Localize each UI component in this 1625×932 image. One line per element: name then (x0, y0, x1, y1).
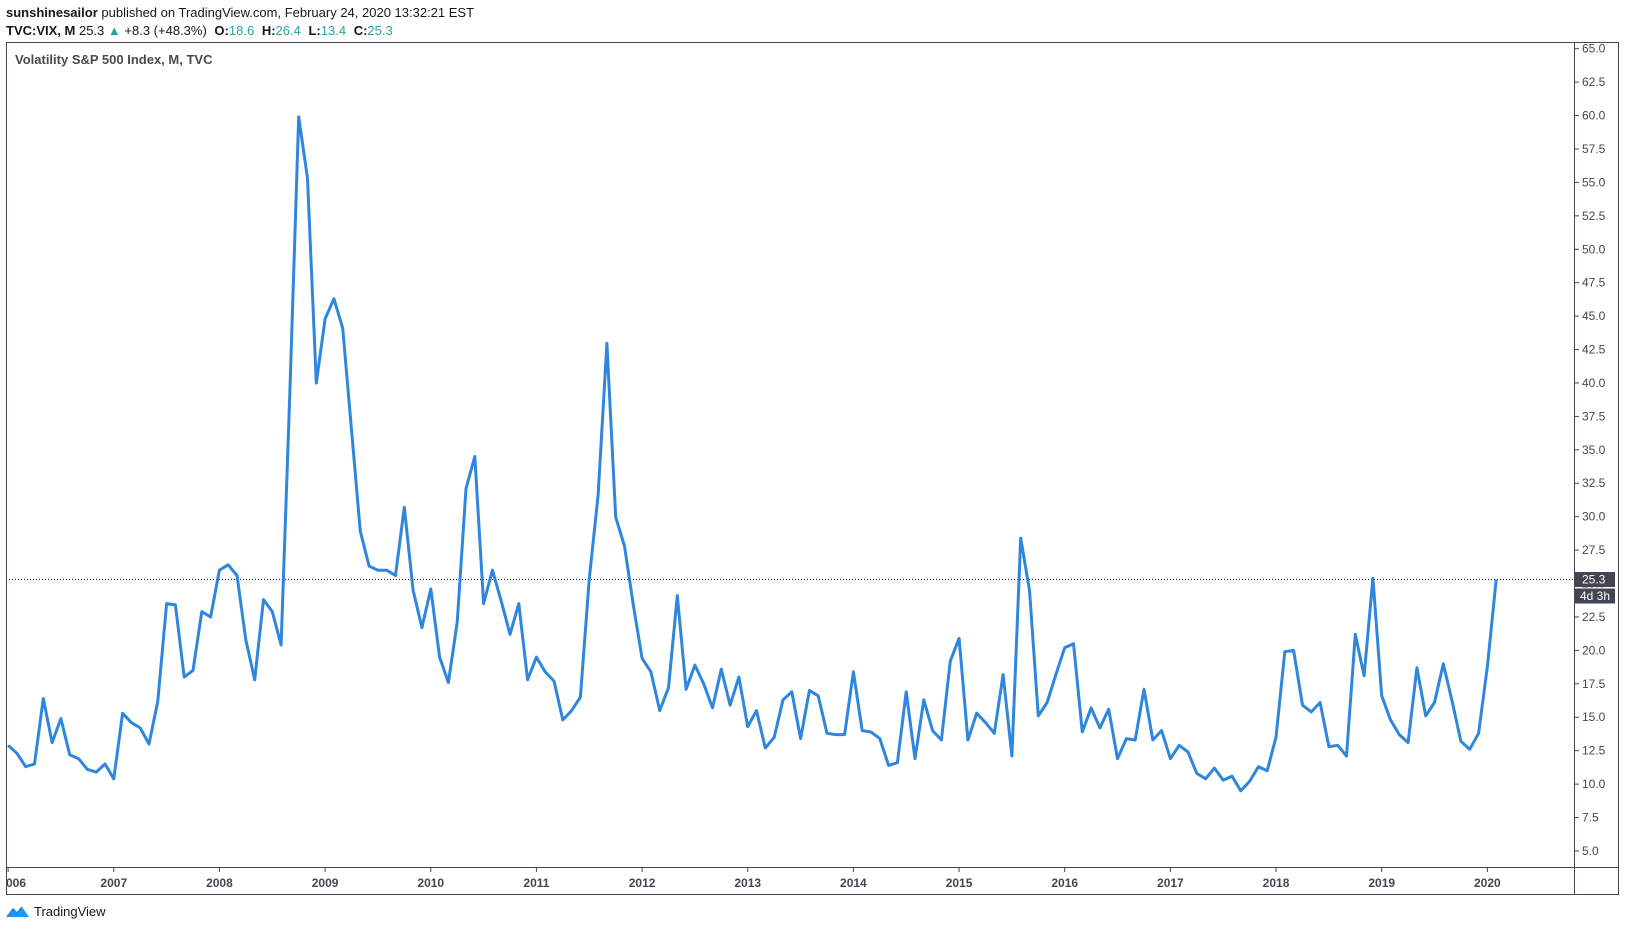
x-tick-label: 2014 (840, 876, 867, 890)
y-tick-label: 27.5 (1582, 543, 1606, 557)
publish-info: published on TradingView.com, February 2… (101, 5, 475, 20)
ohlc-line: TVC:VIX, M 25.3 ▲ +8.3 (+48.3%) O:18.6 H… (6, 22, 474, 40)
y-tick-label: 42.5 (1582, 343, 1606, 357)
x-tick-label: 2007 (100, 876, 127, 890)
y-tick-label: 60.0 (1582, 109, 1606, 123)
open-label: O: (214, 23, 229, 38)
y-tick-label: 30.0 (1582, 510, 1606, 524)
vix-series-line (7, 115, 1498, 793)
x-tick-label: 2008 (206, 876, 233, 890)
tradingview-logo-icon (6, 906, 29, 917)
last-price-tag-bg (1575, 572, 1615, 588)
close-value: 25.3 (367, 23, 393, 38)
y-tick-label: 40.0 (1582, 376, 1606, 390)
y-tick-label: 47.5 (1582, 276, 1606, 290)
y-tick-label: 10.0 (1582, 777, 1606, 791)
y-tick-label: 32.5 (1582, 476, 1606, 490)
countdown-tag-bg (1575, 588, 1615, 604)
last-price-tag-label: 25.3 (1582, 573, 1606, 587)
x-tick-label: 2013 (734, 876, 761, 890)
x-tick-label: 2010 (417, 876, 444, 890)
close-label: C: (353, 23, 368, 38)
high-label: H: (261, 23, 276, 38)
y-tick-label: 7.5 (1582, 811, 1599, 825)
chart-title: Volatility S&P 500 Index, M, TVC (15, 52, 213, 67)
chart-frame (6, 42, 1619, 895)
change-arrow-icon: ▲ (107, 23, 121, 38)
tradingview-brand[interactable]: TradingView (6, 904, 106, 919)
last-price-tag: 25.3 4d 3h (1575, 572, 1615, 604)
x-tick-label: 2018 (1263, 876, 1290, 890)
y-tick-label: 22.5 (1582, 610, 1606, 624)
y-tick-label: 55.0 (1582, 175, 1606, 189)
x-tick-label: 2009 (312, 876, 339, 890)
y-tick-label: 15.0 (1582, 710, 1606, 724)
y-tick-label: 65.0 (1582, 42, 1606, 56)
high-value: 26.4 (275, 23, 301, 38)
price-axis[interactable]: 5.07.510.012.515.017.520.022.525.027.530… (1574, 42, 1606, 858)
y-tick-label: 45.0 (1582, 309, 1606, 323)
price-change: +8.3 (+48.3%) (124, 23, 207, 38)
symbol-label[interactable]: TVC:VIX, M (6, 23, 76, 38)
open-value: 18.6 (228, 23, 255, 38)
x-tick-label: 2012 (629, 876, 656, 890)
brand-name: TradingView (34, 904, 106, 919)
countdown-tag-label: 4d 3h (1580, 589, 1610, 603)
x-tick-label: 2020 (1474, 876, 1501, 890)
low-value: 13.4 (320, 23, 347, 38)
time-axis[interactable]: 006 2007 2008 2009 2010 2011 2012 2013 2014 2015 2… (6, 867, 1501, 890)
y-tick-label: 52.5 (1582, 209, 1606, 223)
y-tick-label: 17.5 (1582, 677, 1606, 691)
y-tick-label: 12.5 (1582, 744, 1606, 758)
y-tick-label: 20.0 (1582, 643, 1606, 657)
y-tick-label: 37.5 (1582, 409, 1606, 423)
chart-header: sunshinesailor published on TradingView.… (6, 4, 474, 40)
x-tick-label: 2016 (1051, 876, 1078, 890)
x-tick-label: 006 (6, 876, 26, 890)
low-label: L: (308, 23, 321, 38)
x-tick-label: 2011 (523, 876, 549, 890)
x-tick-label: 2019 (1368, 876, 1395, 890)
x-tick-label: 2015 (946, 876, 973, 890)
y-tick-label: 5.0 (1582, 844, 1599, 858)
publish-line: sunshinesailor published on TradingView.… (6, 4, 474, 22)
y-tick-label: 57.5 (1582, 142, 1606, 156)
y-tick-label: 50.0 (1582, 242, 1606, 256)
y-tick-label: 62.5 (1582, 75, 1606, 89)
author-name[interactable]: sunshinesailor (6, 5, 98, 20)
y-tick-label: 35.0 (1582, 443, 1606, 457)
last-price: 25.3 (78, 23, 105, 38)
x-tick-label: 2017 (1157, 876, 1184, 890)
